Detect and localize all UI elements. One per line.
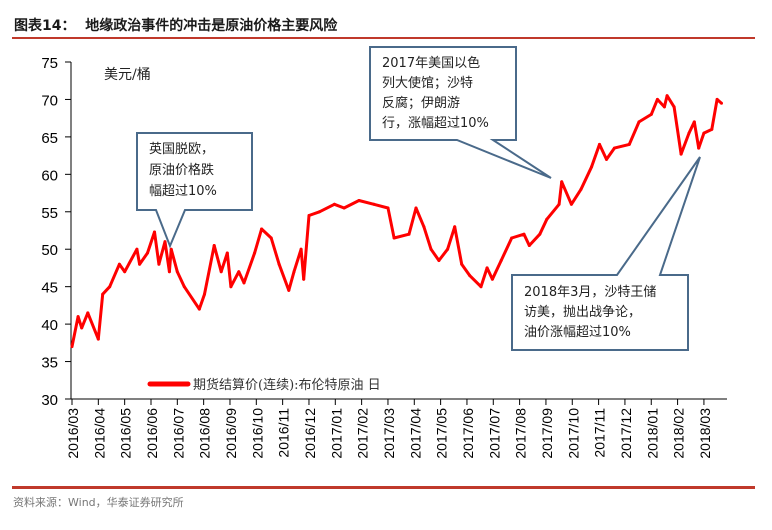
series-line (70, 94, 723, 347)
x-tick-label: 2017/11 (592, 408, 608, 458)
x-tick-label: 2016/07 (170, 408, 186, 459)
x-tick-label: 2018/03 (697, 408, 713, 459)
x-tick-label: 2017/03 (381, 408, 397, 459)
callout-brexit: 英国脱欧， 原油价格跌 幅超过10% (137, 133, 252, 210)
y-tick-label: 55 (41, 205, 58, 222)
callout-line: 2018年3月，沙特王储 (524, 285, 657, 300)
callout-pointer-1 (369, 46, 552, 179)
title-rule (12, 37, 755, 39)
callout-2018-saudi: 2018年3月，沙特王储 访美，抛出战争论， 油价涨幅超过10% (512, 275, 688, 350)
y-axis-label: 美元/桶 (104, 67, 151, 83)
x-tick-label: 2016/12 (302, 408, 318, 459)
callout-line: 原油价格跌 (149, 163, 215, 178)
y-tick-label: 30 (41, 392, 58, 409)
x-tick-label: 2016/08 (197, 408, 213, 459)
y-tick-label: 35 (41, 355, 58, 372)
x-tick-label: 2016/11 (276, 408, 292, 458)
x-tick-label: 2016/04 (91, 408, 107, 459)
callout-line: 英国脱欧， (149, 142, 215, 157)
callout-line: 访美，抛出战争论， (524, 305, 642, 320)
y-tick-label: 40 (41, 317, 58, 334)
legend-label: 期货结算价(连续):布伦特原油 日 (193, 377, 381, 393)
x-tick-label: 2017/09 (539, 408, 555, 459)
x-tick-label: 2017/01 (328, 408, 344, 459)
x-tick-label: 2016/10 (249, 408, 265, 459)
x-tick-label: 2016/05 (118, 408, 134, 459)
callout-pointer-0 (136, 132, 253, 249)
x-tick-label: 2016/09 (223, 408, 239, 459)
callout-line: 幅超过10% (149, 184, 217, 199)
y-tick-label: 60 (41, 167, 58, 184)
y-tick-label: 75 (41, 55, 58, 72)
x-tick-label: 2017/06 (460, 408, 476, 459)
figure-title: 图表14： 地缘政治事件的冲击是原油价格主要风险 (14, 18, 338, 34)
y-tick-label: 65 (41, 130, 58, 147)
x-tick-label: 2017/08 (513, 408, 529, 459)
callout-line: 反腐；伊朗游 (382, 96, 461, 111)
callout-2017-events: 2017年美国以色 列大使馆；沙特 反腐；伊朗游 行，涨幅超过10% (370, 47, 516, 140)
x-tick-label: 2017/05 (434, 408, 450, 459)
footer-rule (12, 486, 755, 489)
callout-line: 行，涨幅超过10% (382, 116, 489, 131)
source-note: 资料来源：Wind，华泰证券研究所 (13, 496, 184, 509)
callout-line: 油价涨幅超过10% (524, 325, 631, 340)
callout-line: 列大使馆；沙特 (382, 76, 474, 91)
x-tick-label: 2016/03 (65, 408, 81, 459)
x-tick-label: 2017/04 (407, 408, 423, 459)
x-tick-label: 2018/02 (671, 408, 687, 459)
x-tick-label: 2017/10 (565, 408, 581, 459)
x-tick-label: 2018/01 (644, 408, 660, 459)
y-tick-label: 70 (41, 92, 58, 109)
x-tick-label: 2016/06 (144, 408, 160, 459)
callout-pointer-2 (511, 156, 701, 351)
callout-line: 2017年美国以色 (382, 56, 481, 71)
y-tick-label: 50 (41, 242, 58, 259)
x-tick-label: 2017/02 (355, 408, 371, 459)
x-tick-label: 2017/07 (486, 408, 502, 459)
y-tick-label: 45 (41, 280, 58, 297)
x-tick-label: 2017/12 (618, 408, 634, 459)
